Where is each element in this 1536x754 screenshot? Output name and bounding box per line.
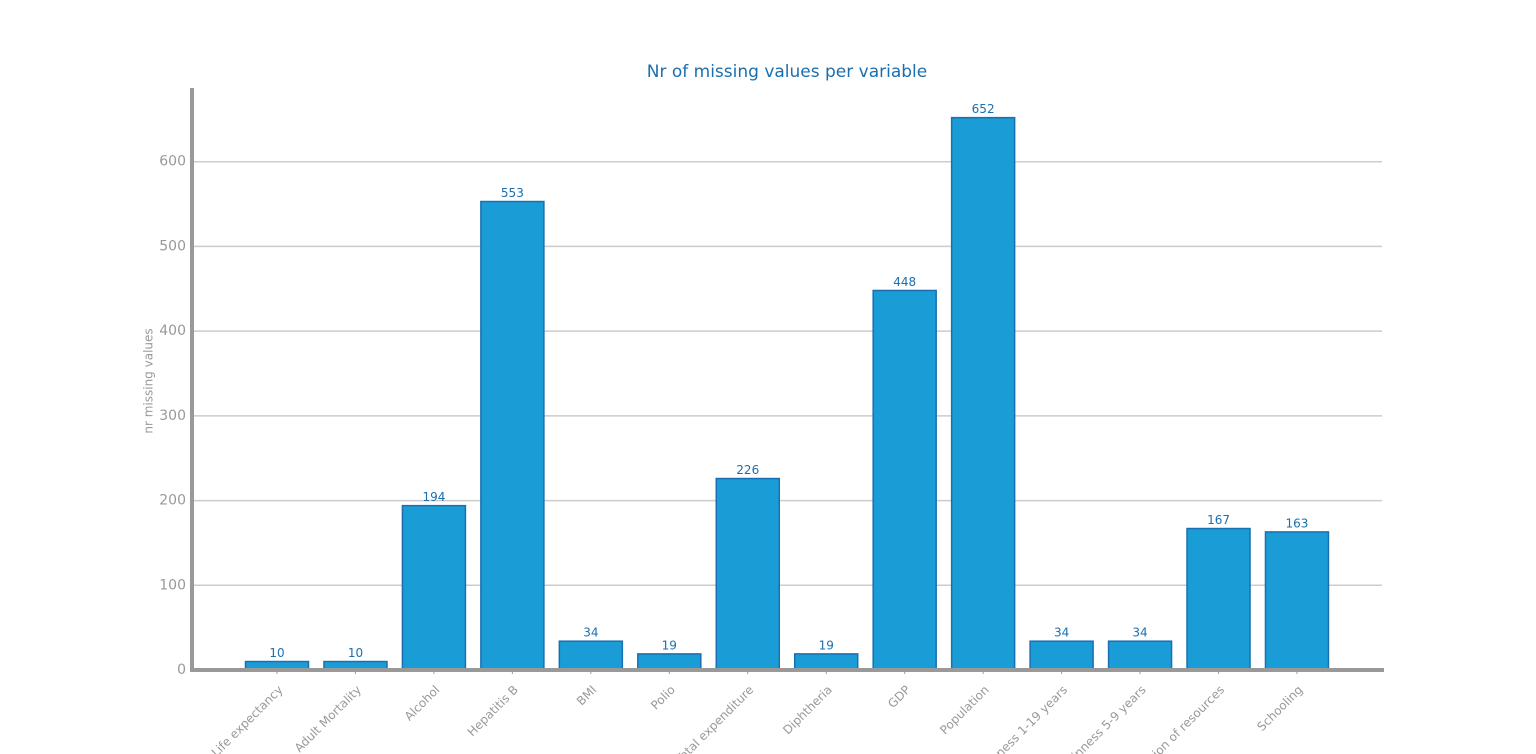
y-tick-label: 500 xyxy=(159,238,186,254)
bar xyxy=(1264,531,1330,671)
y-tick-label: 600 xyxy=(159,154,186,170)
value-label: 226 xyxy=(736,463,759,477)
value-label: 34 xyxy=(1132,626,1147,640)
x-tick-label: Polio xyxy=(648,683,678,713)
value-label: 10 xyxy=(269,646,284,660)
x-tick-label: Alcohol xyxy=(402,683,443,724)
bar xyxy=(637,653,702,671)
bar xyxy=(401,504,467,671)
value-label: 34 xyxy=(583,626,598,640)
bar xyxy=(715,477,781,671)
value-label: 167 xyxy=(1207,513,1230,527)
x-tick-label: GDP xyxy=(885,683,913,711)
bar xyxy=(1107,640,1173,671)
x-tick-label: Population xyxy=(937,683,991,737)
y-tick-label: 200 xyxy=(159,493,186,509)
x-tick-label: Total expenditure xyxy=(672,683,756,754)
chart-title: Nr of missing values per variable xyxy=(647,62,928,82)
y-axis-label: nr missing values xyxy=(142,328,156,433)
value-label: 652 xyxy=(972,102,995,116)
bar xyxy=(872,289,937,671)
x-tick-label: Schooling xyxy=(1254,683,1305,734)
value-label: 34 xyxy=(1054,626,1069,640)
bar xyxy=(950,116,1016,671)
value-label: 553 xyxy=(501,186,524,200)
bar xyxy=(1186,527,1251,671)
bar xyxy=(793,653,859,671)
y-tick-label: 300 xyxy=(159,408,186,424)
value-label: 10 xyxy=(348,646,363,660)
x-tick-label: Diphtheria xyxy=(780,683,835,738)
value-label: 163 xyxy=(1286,516,1309,530)
y-tick-label: 0 xyxy=(177,662,186,678)
value-label: 194 xyxy=(422,490,445,504)
value-label: 19 xyxy=(662,638,677,652)
value-label: 448 xyxy=(893,275,916,289)
bar xyxy=(480,200,545,671)
x-tick-label: Income composition of resources xyxy=(1077,683,1227,754)
x-tick-label: BMI xyxy=(574,683,600,709)
x-tick-label: Life expectancy xyxy=(209,683,286,754)
x-tick-label: Adult Mortality xyxy=(292,683,364,754)
y-tick-label: 400 xyxy=(159,323,186,339)
x-tick-label: Hepatitis B xyxy=(465,683,521,739)
bar xyxy=(1029,640,1094,671)
y-tick-label: 100 xyxy=(159,577,186,593)
value-label: 19 xyxy=(819,638,834,652)
x-tick-label: thinness 5-9 years xyxy=(1060,683,1148,754)
bar xyxy=(558,640,624,671)
